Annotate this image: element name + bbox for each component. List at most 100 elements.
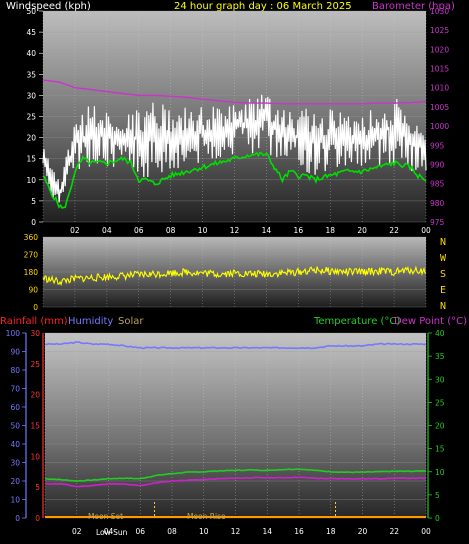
barometer-line: [42, 79, 427, 105]
barometer-y-ticks: 975 980 985 990 995 1000 1005 1010 1015 1020 1025 1…: [430, 7, 449, 227]
x-tick-label: 14: [262, 527, 272, 536]
x-tick-label: 06: [134, 226, 144, 235]
y-right-tick-label: 15: [435, 445, 445, 454]
y-tick-label: 0: [35, 514, 40, 523]
y-right-tick-label: 1015: [430, 65, 449, 74]
y-tick-label: 20: [26, 134, 36, 143]
dewpoint-axis-title: Dew Point (°C): [394, 316, 467, 327]
rainfall-y-ticks: 0 5 10 15 20 25 30: [30, 329, 44, 523]
y-tick-label: 25: [26, 113, 36, 122]
compass-label: S: [440, 269, 446, 280]
humidity-axis-title: Humidity: [68, 316, 113, 327]
y-right-tick-label: 980: [430, 199, 445, 208]
y-right-tick-label: 990: [430, 160, 445, 169]
humidity-line: [44, 341, 427, 350]
y-right-tick-label: 20: [435, 422, 445, 431]
barometer-axis-title: Barometer (hpa): [372, 1, 455, 12]
y-right-tick-label: 1000: [430, 122, 449, 131]
temperature-axis-title: Temperature (°C): [313, 316, 400, 327]
x-tick-label: 20: [358, 527, 368, 536]
y-right-tick-label: 40: [435, 329, 445, 338]
x-tick-label: 18: [326, 527, 336, 536]
dewpoint-line: [44, 476, 427, 488]
x-tick-label: 00: [421, 527, 431, 536]
wind-y-ticks: 0 5 10 15 20 25 30 35 40 45 50: [26, 7, 43, 227]
y-tick-label: 50: [26, 7, 36, 16]
y-tick-label: 0: [15, 514, 20, 523]
wind-direction-line: [42, 265, 427, 287]
y-tick-label: 80: [10, 366, 20, 375]
rainfall-axis-title: Rainfall (mm): [0, 316, 68, 327]
y-tick-label: 40: [26, 49, 36, 58]
compass-label: N: [440, 237, 446, 248]
y-tick-label: 5: [31, 197, 36, 206]
y-right-tick-label: 985: [430, 180, 445, 189]
x-tick-label: 22: [389, 527, 399, 536]
y-tick-label: 60: [10, 403, 20, 412]
temperature-y-ticks: 0 5 10 15 20 25 30 35 40: [427, 329, 445, 523]
moon-set-label: Moon Set: [88, 512, 123, 521]
temp-x-ticks: 02 04 06 08 10 12 14 16 18 20 22 00: [72, 527, 431, 536]
y-right-tick-label: 25: [435, 398, 445, 407]
y-right-tick-label: 1030: [430, 7, 449, 16]
solar-axis-title: Solar: [118, 316, 144, 327]
y-right-tick-label: 5: [435, 491, 440, 500]
y-right-tick-label: 1005: [430, 103, 449, 112]
y-tick-label: 90: [28, 286, 38, 295]
y-right-tick-label: 0: [435, 514, 440, 523]
x-tick-label: 10: [198, 226, 208, 235]
y-tick-label: 30: [26, 91, 36, 100]
direction-grid: [42, 236, 427, 308]
x-tick-label: 18: [325, 226, 335, 235]
y-right-tick-label: 10: [435, 468, 445, 477]
windspeed-axis-title: Windspeed (kph): [6, 1, 91, 12]
direction-series: [42, 265, 427, 287]
y-tick-label: 360: [24, 233, 39, 242]
y-tick-label: 15: [30, 422, 40, 431]
y-tick-label: 30: [10, 459, 20, 468]
y-right-tick-label: 35: [435, 352, 445, 361]
y-right-tick-label: 1025: [430, 26, 449, 35]
temp-series: [44, 341, 427, 518]
x-tick-label: 06: [135, 527, 145, 536]
x-tick-label: 10: [199, 527, 209, 536]
direction-y-ticks: 0 90 180 270 360: [24, 233, 39, 312]
x-tick-label: 16: [294, 226, 304, 235]
graph-title: 24 hour graph day : 06 March 2025: [174, 1, 352, 12]
temperature-line: [44, 468, 427, 483]
x-tick-label: 08: [166, 226, 176, 235]
average-wind-line: [42, 151, 427, 209]
x-tick-label: 12: [230, 226, 240, 235]
x-tick-label: 22: [389, 226, 399, 235]
x-tick-label: 14: [262, 226, 272, 235]
wind-speed-line: [42, 94, 427, 203]
x-tick-label: 20: [357, 226, 367, 235]
x-tick-label: 00: [421, 226, 431, 235]
y-right-tick-label: 1020: [430, 45, 449, 54]
x-tick-label: 02: [72, 527, 82, 536]
y-right-tick-label: 975: [430, 218, 445, 227]
y-tick-label: 90: [10, 348, 20, 357]
y-tick-label: 70: [10, 385, 20, 394]
y-tick-label: 0: [33, 303, 38, 312]
compass-label: W: [440, 253, 447, 264]
y-tick-label: 5: [35, 483, 40, 492]
humidity-y-ticks: 0 10 20 30 40 50 60 70 80 90 100: [6, 329, 27, 523]
x-tick-label: 12: [231, 527, 241, 536]
y-tick-label: 25: [30, 360, 40, 369]
y-tick-label: 100: [6, 329, 21, 338]
moon-rise-label: Moon Rise: [187, 512, 226, 521]
compass-label: E: [440, 285, 446, 296]
x-tick-label: 04: [104, 527, 114, 536]
y-tick-label: 45: [26, 28, 36, 37]
x-tick-label: 02: [70, 226, 80, 235]
y-tick-label: 15: [26, 155, 36, 164]
y-right-tick-label: 995: [430, 141, 445, 150]
x-tick-label: 04: [102, 226, 112, 235]
y-tick-label: 10: [30, 452, 40, 461]
x-tick-label: 08: [167, 527, 177, 536]
x-tick-label: 16: [294, 527, 304, 536]
